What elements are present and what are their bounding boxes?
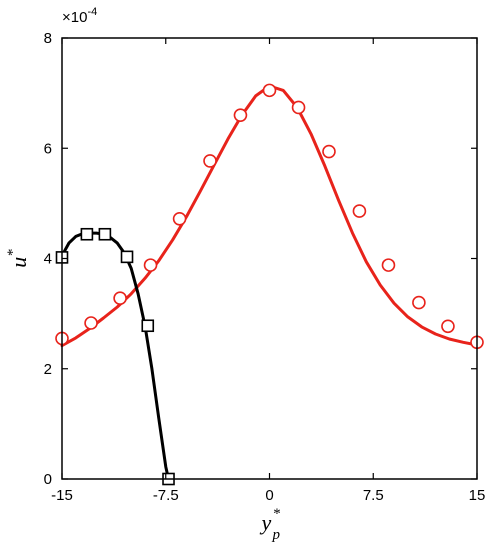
- data-point: [233, 108, 248, 122]
- y-tick-label: 0: [44, 471, 52, 488]
- series-layer: [55, 83, 484, 486]
- ticks-layer: -15 -7.5 0 7.5 15 0 2 4 6 8: [44, 30, 486, 504]
- y-tick-label: 8: [44, 30, 52, 47]
- svg-text:y: y: [260, 510, 272, 535]
- data-point: [120, 250, 134, 264]
- svg-text:p: p: [272, 527, 281, 543]
- data-point: [381, 258, 396, 272]
- data-point: [291, 100, 306, 115]
- data-point: [322, 144, 336, 159]
- y-axis-scale-factor: ×10-4: [62, 6, 97, 26]
- y-tick-label: 2: [44, 361, 52, 378]
- data-point: [80, 227, 94, 241]
- series-2-line: [60, 231, 170, 481]
- y-axis-scale-exponent: -4: [87, 6, 97, 18]
- x-tick-label: 0: [265, 487, 273, 504]
- x-tick-label: 7.5: [363, 487, 384, 504]
- data-point: [262, 83, 277, 98]
- svg-text:*: *: [273, 506, 281, 522]
- x-tick-label: 15: [469, 487, 486, 504]
- data-point: [98, 227, 112, 241]
- data-point: [113, 291, 127, 305]
- data-point: [412, 295, 426, 310]
- data-point: [84, 316, 98, 330]
- y-tick-label: 4: [44, 251, 52, 268]
- x-axis-title: y * p: [260, 506, 281, 543]
- y-axis-title: u*: [5, 249, 31, 268]
- data-point: [203, 154, 217, 168]
- data-point: [141, 319, 155, 333]
- data-point: [352, 204, 367, 218]
- data-point: [143, 258, 158, 272]
- data-point: [172, 212, 187, 226]
- y-tick-label: 6: [44, 140, 52, 157]
- series-1: [55, 83, 484, 350]
- data-point: [441, 319, 455, 334]
- x-tick-label: -15: [51, 487, 73, 504]
- x-tick-label: -7.5: [153, 487, 179, 504]
